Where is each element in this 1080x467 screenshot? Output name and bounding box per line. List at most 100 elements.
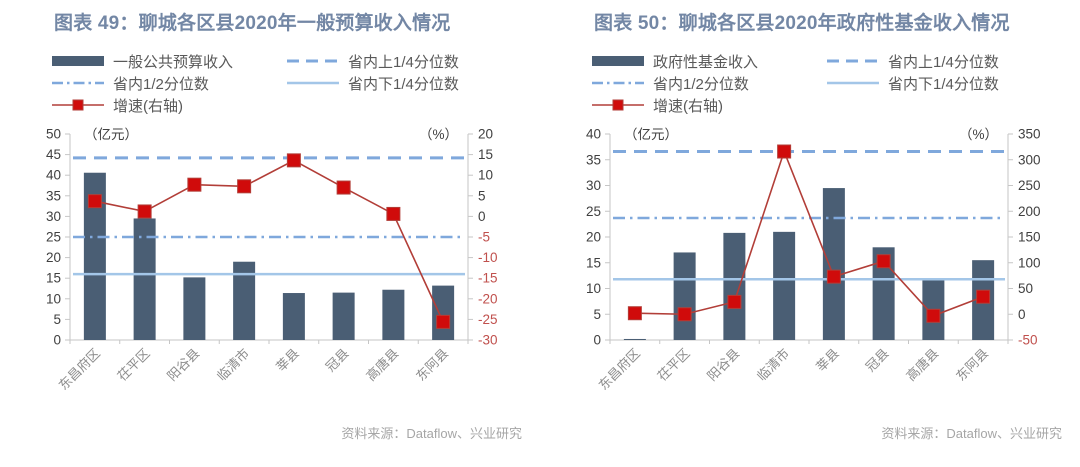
legend-label: 增速(右轴) (653, 97, 723, 115)
growth-line (94, 159, 444, 323)
y-right-tick-label: 15 (478, 147, 493, 162)
y-left-tick-label: 30 (46, 209, 61, 224)
bar (233, 261, 256, 340)
legend-row: 增速(右轴) (592, 94, 1062, 116)
growth-marker (926, 308, 941, 323)
growth-marker (137, 204, 152, 219)
growth-marker (336, 180, 351, 195)
dashed-line-swatch-icon (287, 59, 339, 63)
y-left-tick-label: 10 (46, 291, 61, 306)
growth-marker (876, 254, 891, 269)
growth-marker (976, 289, 991, 304)
legend-item-bar: 一般公共预算收入 (52, 51, 287, 72)
bar (773, 231, 796, 340)
source-note: 资料来源：Dataflow、兴业研究 (881, 426, 1062, 441)
growth-marker (727, 294, 742, 309)
growth-marker (436, 314, 451, 329)
y-right-tick-label: -30 (478, 333, 498, 348)
y-right-tick-label: -20 (478, 291, 498, 306)
right-axis-unit-label: （%） (959, 127, 998, 142)
bar (382, 289, 405, 340)
y-right-tick-label: 5 (478, 188, 486, 203)
legend-label: 增速(右轴) (113, 97, 183, 115)
x-category-label: 莘县 (273, 346, 302, 375)
bar (432, 285, 455, 340)
y-left-tick-label: 25 (586, 204, 601, 219)
y-left-tick-label: 40 (586, 127, 601, 142)
chart-legend: 一般公共预算收入 省内上1/4分位数 省内1/2分位数 省内下1/4分位数 增速… (52, 50, 522, 116)
y-right-tick-label: 300 (1018, 152, 1041, 167)
growth-line-swatch-icon (592, 99, 644, 111)
source-note: 资料来源：Dataflow、兴业研究 (341, 426, 522, 441)
y-right-tick-label: 10 (478, 168, 493, 183)
x-category-label: 东昌府区 (56, 346, 103, 393)
bar-swatch-icon (592, 56, 644, 66)
bar (623, 338, 646, 340)
legend-row: 省内1/2分位数 省内下1/4分位数 (52, 72, 522, 94)
bar (723, 232, 746, 340)
legend-label: 省内下1/4分位数 (888, 75, 999, 93)
y-left-tick-label: 45 (46, 147, 61, 162)
bar (282, 293, 305, 340)
y-right-tick-label: 0 (1018, 307, 1026, 322)
legend-row: 政府性基金收入 省内上1/4分位数 (592, 50, 1062, 72)
legend-row: 增速(右轴) (52, 94, 522, 116)
left-axis-unit-label: （亿元） (84, 127, 138, 142)
legend-label: 省内下1/4分位数 (348, 75, 459, 93)
y-right-tick-label: -5 (478, 230, 490, 245)
x-category-label: 冠县 (863, 346, 892, 375)
growth-line-swatch-icon (52, 99, 104, 111)
growth-marker (677, 307, 692, 322)
y-left-tick-label: 30 (586, 178, 601, 193)
y-left-tick-label: 35 (586, 152, 601, 167)
y-left-tick-label: 5 (53, 312, 61, 327)
bar (133, 218, 156, 340)
x-category-label: 东阿县 (413, 346, 451, 384)
y-right-tick-label: -50 (1018, 333, 1038, 348)
bar (83, 172, 106, 340)
legend-item-upper-quartile: 省内上1/4分位数 (827, 51, 1062, 72)
right-axis-unit-label: （%） (419, 127, 458, 142)
bar (872, 247, 895, 340)
growth-marker (826, 269, 841, 284)
x-category-label: 东昌府区 (596, 346, 643, 393)
x-category-label: 茌平区 (115, 346, 153, 384)
y-left-tick-label: 10 (586, 281, 601, 296)
y-left-tick-label: 15 (46, 271, 61, 286)
y-left-tick-label: 20 (46, 250, 61, 265)
dashed-line-swatch-icon (827, 59, 879, 63)
growth-line (634, 149, 984, 317)
combo-chart-figure-49: 0 5 10 15 20 25 30 35 40 45 50 -30 -25 -20 -15 -10 -5 0 5 1… (46, 127, 498, 393)
dashdot-line-swatch-icon (52, 81, 104, 85)
chart-title: 图表 50：聊城各区县2020年政府性基金收入情况 (594, 13, 1010, 34)
legend-label: 一般公共预算收入 (113, 53, 234, 71)
solid-line-swatch-icon (287, 81, 339, 85)
legend-item-growth: 增速(右轴) (52, 95, 297, 116)
legend-item-lower-quartile: 省内下1/4分位数 (287, 73, 522, 94)
x-category-label: 临清市 (214, 346, 252, 384)
y-left-tick-label: 5 (593, 307, 601, 322)
y-left-tick-label: 15 (586, 255, 601, 270)
legend-item-growth: 增速(右轴) (592, 95, 837, 116)
growth-marker (237, 179, 252, 194)
legend-item-lower-quartile: 省内下1/4分位数 (827, 73, 1062, 94)
y-left-tick-label: 40 (46, 168, 61, 183)
x-category-label: 高唐县 (363, 346, 401, 384)
y-right-tick-label: -25 (478, 312, 498, 327)
x-category-label: 高唐县 (903, 346, 941, 384)
growth-marker (286, 153, 301, 168)
growth-marker (777, 144, 792, 159)
y-left-tick-label: 35 (46, 188, 61, 203)
dashdot-line-swatch-icon (592, 81, 644, 85)
legend-item-median: 省内1/2分位数 (52, 73, 287, 94)
bar (332, 292, 355, 340)
growth-marker (87, 194, 102, 209)
chart-legend: 政府性基金收入 省内上1/4分位数 省内1/2分位数 省内下1/4分位数 增速(… (592, 50, 1062, 116)
x-category-label: 莘县 (813, 346, 842, 375)
y-right-tick-label: 250 (1018, 178, 1041, 193)
y-right-tick-label: -10 (478, 250, 498, 265)
legend-label: 省内1/2分位数 (113, 75, 209, 93)
legend-item-bar: 政府性基金收入 (592, 51, 827, 72)
y-right-tick-label: -15 (478, 271, 498, 286)
x-category-label: 东阿县 (953, 346, 991, 384)
